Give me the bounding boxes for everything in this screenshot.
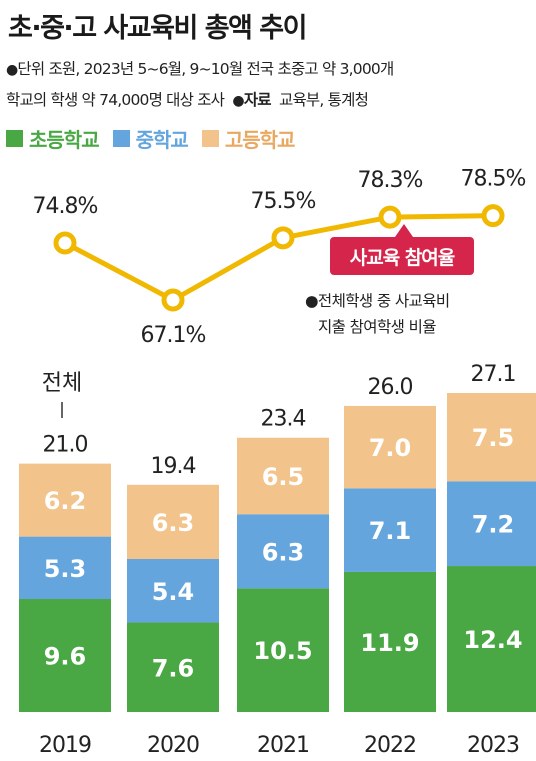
source-label: 자료 — [243, 91, 272, 109]
bar-segment-2023-0 — [447, 566, 536, 712]
bar-segment-2022-1 — [344, 488, 436, 572]
bar-value-label-2020-0: 7.6 — [152, 654, 195, 682]
bar-segment-2019-0 — [19, 598, 111, 712]
bar-segment-2019-1 — [19, 536, 111, 599]
bar-segment-2021-2 — [237, 437, 329, 515]
bar-value-label-2022-2: 7.0 — [369, 434, 412, 462]
line-note-line-2: 지출 참여학생 비율 — [318, 318, 436, 336]
bar-value-label-2023-1: 7.2 — [472, 511, 515, 539]
legend-item-elementary: 초등학교 — [6, 124, 100, 153]
bar-value-label-2020-1: 5.4 — [152, 578, 195, 606]
unit-note: ●단위 조원, 2023년 5~6월, 9~10월 전국 초중고 약 3,000… — [6, 57, 394, 79]
legend-item-middle: 중학교 — [112, 124, 189, 153]
line-value-label-2022: 78.3% — [358, 168, 423, 193]
bar-value-label-2022-0: 11.9 — [360, 629, 419, 657]
bullet-icon: ● — [6, 62, 18, 78]
bar-segment-2023-1 — [447, 481, 536, 567]
line-value-label-2019: 74.8% — [33, 194, 98, 219]
bullet-icon: ● — [232, 93, 244, 109]
legend-label-elementary: 초등학교 — [29, 128, 100, 152]
badge-pointer — [395, 224, 413, 237]
chart-title: 초·중·고 사교육비 총액 추이 — [8, 13, 307, 44]
bar-total-label-2023: 27.1 — [471, 362, 516, 387]
bar-segment-2021-1 — [237, 514, 329, 589]
legend-swatch-elementary — [6, 130, 23, 147]
line-point-2021 — [271, 226, 295, 250]
legend: 초등학교 중학교 고등학교 — [6, 124, 308, 153]
line-point-2020 — [161, 288, 185, 312]
x-tick-label-2021: 2021 — [257, 733, 309, 758]
line-point-2022 — [378, 205, 402, 229]
legend-label-high: 고등학교 — [224, 128, 296, 152]
scope-note: 학교의 학생 약 74,000명 대상 조사 ●자료 교육부, 통계청 — [6, 88, 369, 110]
legend-item-high: 고등학교 — [201, 124, 296, 153]
line-point-2019 — [53, 231, 77, 255]
bar-value-label-2023-0: 12.4 — [463, 626, 522, 654]
total-callout-label: 전체 — [42, 371, 82, 396]
bar-segment-2023-2 — [447, 393, 536, 482]
unit-note-text: 단위 조원, 2023년 5~6월, 9~10월 전국 초중고 약 3,000개 — [17, 60, 394, 78]
bar-segment-2021-0 — [237, 588, 329, 712]
x-tick-label-2019: 2019 — [39, 733, 91, 758]
bar-total-label-2021: 23.4 — [261, 407, 306, 432]
participation-badge — [330, 237, 474, 275]
bar-segment-2022-0 — [344, 571, 436, 712]
legend-label-middle: 중학교 — [135, 128, 189, 152]
bar-value-label-2019-0: 9.6 — [44, 642, 87, 670]
x-tick-label-2022: 2022 — [364, 733, 416, 758]
source-text: 교육부, 통계청 — [279, 91, 369, 109]
bar-value-label-2021-0: 10.5 — [253, 637, 312, 665]
bar-value-label-2022-1: 7.1 — [369, 517, 412, 545]
bar-total-label-2019: 21.0 — [43, 433, 88, 458]
legend-swatch-high — [201, 130, 219, 147]
line-value-label-2021: 75.5% — [251, 189, 316, 214]
x-tick-label-2023: 2023 — [467, 733, 519, 758]
line-note-line-1: ●전체학생 중 사교육비 — [305, 292, 450, 310]
bar-value-label-2019-2: 6.2 — [44, 487, 87, 515]
line-value-label-2023: 78.5% — [461, 167, 526, 192]
legend-swatch-middle — [112, 130, 130, 147]
line-value-label-2020: 67.1% — [141, 323, 206, 348]
bar-total-label-2022: 26.0 — [368, 375, 413, 400]
bar-value-label-2019-1: 5.3 — [44, 555, 87, 583]
bar-total-label-2020: 19.4 — [151, 454, 196, 479]
bar-value-label-2023-2: 7.5 — [472, 424, 515, 452]
bar-value-label-2021-1: 6.3 — [262, 538, 305, 566]
x-tick-label-2020: 2020 — [147, 733, 199, 758]
bar-segment-2020-2 — [127, 484, 219, 559]
badge-label: 사교육 참여율 — [350, 247, 455, 269]
bar-segment-2020-1 — [127, 558, 219, 623]
line-point-2023 — [481, 204, 505, 228]
bar-segment-2019-2 — [19, 463, 111, 537]
bar-value-label-2020-2: 6.3 — [152, 509, 195, 537]
scope-note-text: 학교의 학생 약 74,000명 대상 조사 — [6, 91, 225, 109]
bar-segment-2020-0 — [127, 622, 219, 712]
bar-segment-2022-2 — [344, 405, 436, 489]
bar-value-label-2021-2: 6.5 — [262, 463, 305, 491]
